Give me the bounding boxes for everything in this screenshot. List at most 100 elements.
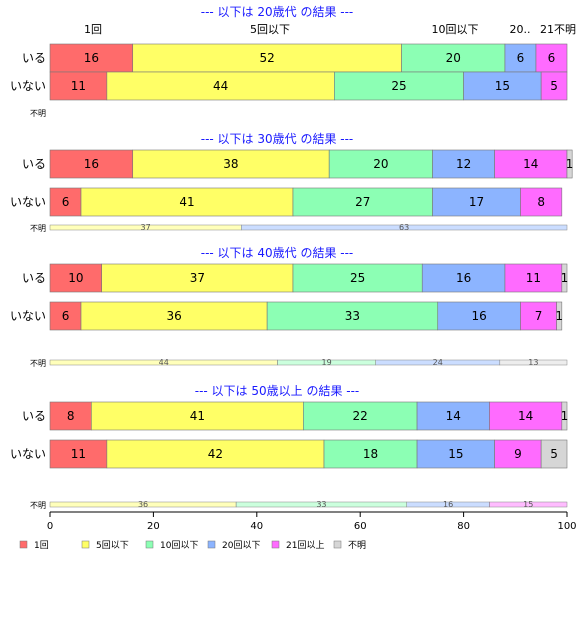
x-tick-label: 20 <box>147 521 160 532</box>
segment-value-label: 36 <box>166 309 181 323</box>
bar-segment <box>561 401 568 431</box>
segment-value-label: 42 <box>208 447 223 461</box>
bar-segment <box>49 439 108 469</box>
legend-swatch <box>333 540 342 549</box>
segment-value-label: 37 <box>190 271 205 285</box>
bar-segment <box>520 187 563 217</box>
bar-segment <box>421 263 506 293</box>
legend-label: 1回 <box>34 540 49 551</box>
segment-value-label: 1 <box>566 157 574 171</box>
bar-segment <box>292 187 433 217</box>
bar-segment <box>132 149 330 179</box>
bar-segment <box>520 301 557 331</box>
unknown-segment-label: 63 <box>399 223 409 232</box>
legend-label: 10回以下 <box>160 540 198 551</box>
segment-value-label: 10 <box>68 271 83 285</box>
row-label: いない <box>10 447 46 461</box>
unknown-bar-segment <box>241 224 568 231</box>
unknown-segment-label: 33 <box>316 500 326 509</box>
bar-segment <box>334 71 464 101</box>
bar-segment <box>561 263 568 293</box>
segment-value-label: 5 <box>550 79 558 93</box>
unknown-row-label: 不明 <box>30 224 46 233</box>
unknown-segment-label: 19 <box>322 358 332 367</box>
unknown-row-label: 不明 <box>30 109 46 118</box>
row-label: いない <box>10 309 46 323</box>
header-category-label: 10回以下 <box>432 23 479 36</box>
unknown-segment-label: 15 <box>523 500 533 509</box>
segment-value-label: 16 <box>84 157 99 171</box>
bar-segment <box>328 149 433 179</box>
bar-segment <box>101 263 294 293</box>
bar-segment <box>49 263 103 293</box>
bar-segment <box>432 149 495 179</box>
segment-value-label: 22 <box>353 409 368 423</box>
segment-value-label: 1 <box>561 271 569 285</box>
segment-value-label: 8 <box>67 409 75 423</box>
segment-value-label: 25 <box>350 271 365 285</box>
bar-segment <box>401 43 506 73</box>
bar-segment <box>49 301 82 331</box>
unknown-segment-label: 36 <box>138 500 148 509</box>
bar-segment <box>91 401 304 431</box>
segment-value-label: 8 <box>537 195 545 209</box>
row-label: いない <box>10 195 46 209</box>
segment-value-label: 9 <box>514 447 522 461</box>
row-label: いる <box>22 51 46 65</box>
segment-value-label: 20 <box>373 157 388 171</box>
unknown-segment-label: 16 <box>443 500 453 509</box>
segment-value-label: 6 <box>62 195 70 209</box>
x-tick-label: 100 <box>557 521 576 532</box>
segment-value-label: 14 <box>518 409 533 423</box>
legend-swatch <box>145 540 154 549</box>
segment-value-label: 5 <box>550 447 558 461</box>
segment-value-label: 12 <box>456 157 471 171</box>
unknown-bar-segment <box>489 501 568 508</box>
segment-value-label: 16 <box>456 271 471 285</box>
segment-value-label: 17 <box>469 195 484 209</box>
segment-value-label: 27 <box>355 195 370 209</box>
panel-title: --- 以下は 50歳以上 の結果 --- <box>195 384 360 398</box>
segment-value-label: 44 <box>213 79 228 93</box>
segment-value-label: 6 <box>548 51 556 65</box>
x-tick-label: 80 <box>457 521 470 532</box>
bar-segment <box>463 71 542 101</box>
row-label: いない <box>10 79 46 93</box>
header-category-label: 20.. <box>510 23 531 36</box>
segment-value-label: 25 <box>391 79 406 93</box>
segment-value-label: 1 <box>561 409 569 423</box>
bar-segment <box>489 401 563 431</box>
bar-segment <box>106 439 325 469</box>
segment-value-label: 7 <box>535 309 543 323</box>
unknown-row-label: 不明 <box>30 359 46 368</box>
x-tick-label: 40 <box>250 521 263 532</box>
bar-segment <box>540 439 568 469</box>
bar-segment <box>49 43 134 73</box>
segment-value-label: 16 <box>471 309 486 323</box>
bar-segment <box>266 301 439 331</box>
segment-value-label: 18 <box>363 447 378 461</box>
segment-value-label: 20 <box>446 51 461 65</box>
segment-value-label: 52 <box>259 51 274 65</box>
segment-value-label: 6 <box>62 309 70 323</box>
header-category-label: 5回以下 <box>250 23 290 36</box>
segment-value-label: 14 <box>446 409 461 423</box>
legend-swatch <box>19 540 28 549</box>
legend-label: 20回以下 <box>222 540 260 551</box>
unknown-row-label: 不明 <box>30 501 46 510</box>
panel-title: --- 以下は 40歳代 の結果 --- <box>201 246 354 260</box>
x-tick-label: 60 <box>354 521 367 532</box>
header-category-label: 1回 <box>84 23 102 36</box>
bar-segment <box>132 43 402 73</box>
legend-label: 21回以上 <box>286 540 324 551</box>
segment-value-label: 41 <box>190 409 205 423</box>
header-category-label: 21不明 <box>540 23 576 36</box>
bar-segment <box>80 301 268 331</box>
bar-segment <box>303 401 418 431</box>
panel-title: --- 以下は 20歳代 の結果 --- <box>201 5 354 19</box>
bar-segment <box>292 263 423 293</box>
row-label: いる <box>22 271 46 285</box>
bar-segment <box>494 439 542 469</box>
unknown-segment-label: 13 <box>528 358 538 367</box>
unknown-segment-label: 24 <box>433 358 443 367</box>
